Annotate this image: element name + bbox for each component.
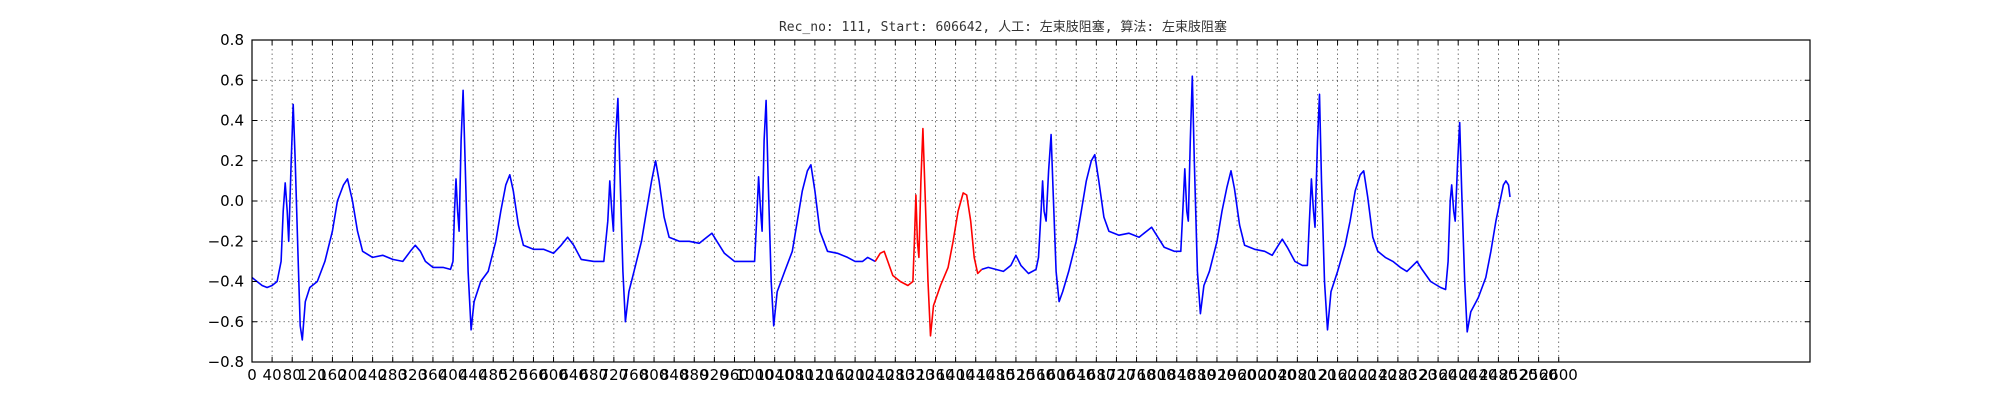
x-tick-label: 1760: [1117, 366, 1155, 384]
x-tick-label: 2440: [1459, 366, 1497, 384]
x-tick-label: 1800: [1138, 366, 1176, 384]
x-tick-label: 160: [318, 366, 347, 384]
x-tick-label: 2320: [1399, 366, 1437, 384]
ecg-highlight-segment: [874, 127, 983, 337]
x-tick-label: 1360: [916, 366, 954, 384]
y-axis-ticks: −0.8 −0.6 −0.4 −0.2 0.0 0.2 0.4 0.6 0.8: [208, 31, 1810, 371]
x-tick-label: 120: [298, 366, 327, 384]
x-tick-label: 1720: [1097, 366, 1135, 384]
x-tick-label: 1080: [776, 366, 814, 384]
y-tick-label: −0.6: [208, 313, 244, 331]
x-tick-label: 2080: [1278, 366, 1316, 384]
x-tick-label: 1640: [1057, 366, 1095, 384]
x-tick-label: 640: [559, 366, 588, 384]
x-tick-label: 1840: [1158, 366, 1196, 384]
x-axis-ticks: 0 40 8012016020024028032036040044048052056…: [247, 40, 1578, 384]
x-tick-label: 1280: [876, 366, 914, 384]
x-tick-label: 1920: [1198, 366, 1236, 384]
x-tick-label: 2400: [1439, 366, 1477, 384]
x-tick-label: 1440: [957, 366, 995, 384]
x-tick-label: 2480: [1479, 366, 1517, 384]
x-tick-label: 2040: [1258, 366, 1296, 384]
x-tick-label: 920: [700, 366, 729, 384]
ecg-trace-segment-0: [251, 89, 876, 341]
x-tick-label: 600: [539, 366, 568, 384]
x-tick-label: 40: [263, 366, 282, 384]
x-tick-label: 200: [338, 366, 367, 384]
x-tick-label: 1120: [796, 366, 834, 384]
x-tick-label: 560: [519, 366, 548, 384]
x-tick-label: 240: [358, 366, 387, 384]
x-tick-label: 2240: [1359, 366, 1397, 384]
x-tick-label: 1000: [735, 366, 773, 384]
y-tick-label: 0.6: [220, 71, 244, 89]
x-tick-label: 800: [640, 366, 669, 384]
x-tick-label: 720: [600, 366, 629, 384]
y-tick-label: −0.4: [208, 273, 244, 291]
x-tick-label: 960: [720, 366, 749, 384]
x-tick-label: 320: [399, 366, 428, 384]
x-tick-label: 1320: [896, 366, 934, 384]
x-tick-label: 760: [620, 366, 649, 384]
x-tick-label: 2600: [1540, 366, 1578, 384]
x-tick-label: 2000: [1238, 366, 1276, 384]
x-tick-label: 1480: [977, 366, 1015, 384]
chart-title: Rec_no: 111, Start: 606642, 人工: 左束肢阻塞, 算…: [779, 19, 1227, 35]
y-tick-label: −0.2: [208, 232, 244, 250]
x-tick-label: 480: [479, 366, 508, 384]
x-tick-label: 1200: [836, 366, 874, 384]
x-tick-label: 1880: [1178, 366, 1216, 384]
x-tick-label: 1600: [1037, 366, 1075, 384]
x-tick-label: 360: [419, 366, 448, 384]
x-tick-label: 1560: [1017, 366, 1055, 384]
x-tick-label: 880: [680, 366, 709, 384]
x-tick-label: 1240: [856, 366, 894, 384]
y-tick-label: 0.2: [220, 152, 244, 170]
x-tick-label: 400: [439, 366, 468, 384]
x-tick-label: 1040: [756, 366, 794, 384]
x-tick-label: 840: [660, 366, 689, 384]
x-tick-label: 2560: [1520, 366, 1558, 384]
x-tick-label: 1680: [1077, 366, 1115, 384]
x-tick-label: 2280: [1379, 366, 1417, 384]
x-tick-label: 1520: [997, 366, 1035, 384]
x-tick-label: 1160: [816, 366, 854, 384]
x-tick-label: 1400: [937, 366, 975, 384]
x-tick-label: 80: [283, 366, 302, 384]
x-tick-label: 440: [459, 366, 488, 384]
y-tick-label: 0.4: [220, 112, 244, 130]
x-tick-label: 280: [378, 366, 407, 384]
x-tick-label: 1960: [1218, 366, 1256, 384]
y-tick-label: −0.8: [208, 353, 244, 371]
y-tick-label: 0.8: [220, 31, 244, 49]
x-tick-label: 680: [579, 366, 608, 384]
x-tick-label: 2200: [1339, 366, 1377, 384]
x-tick-label: 2160: [1318, 366, 1356, 384]
ecg-trace-segment-2: [981, 75, 1511, 333]
x-tick-label: 520: [499, 366, 528, 384]
x-tick-label: 2520: [1499, 366, 1537, 384]
x-tick-label: 2360: [1419, 366, 1457, 384]
y-tick-label: 0.0: [220, 192, 244, 210]
x-tick-label: 2120: [1298, 366, 1336, 384]
series-lines: [251, 75, 1511, 341]
x-tick-label: 0: [247, 366, 257, 384]
